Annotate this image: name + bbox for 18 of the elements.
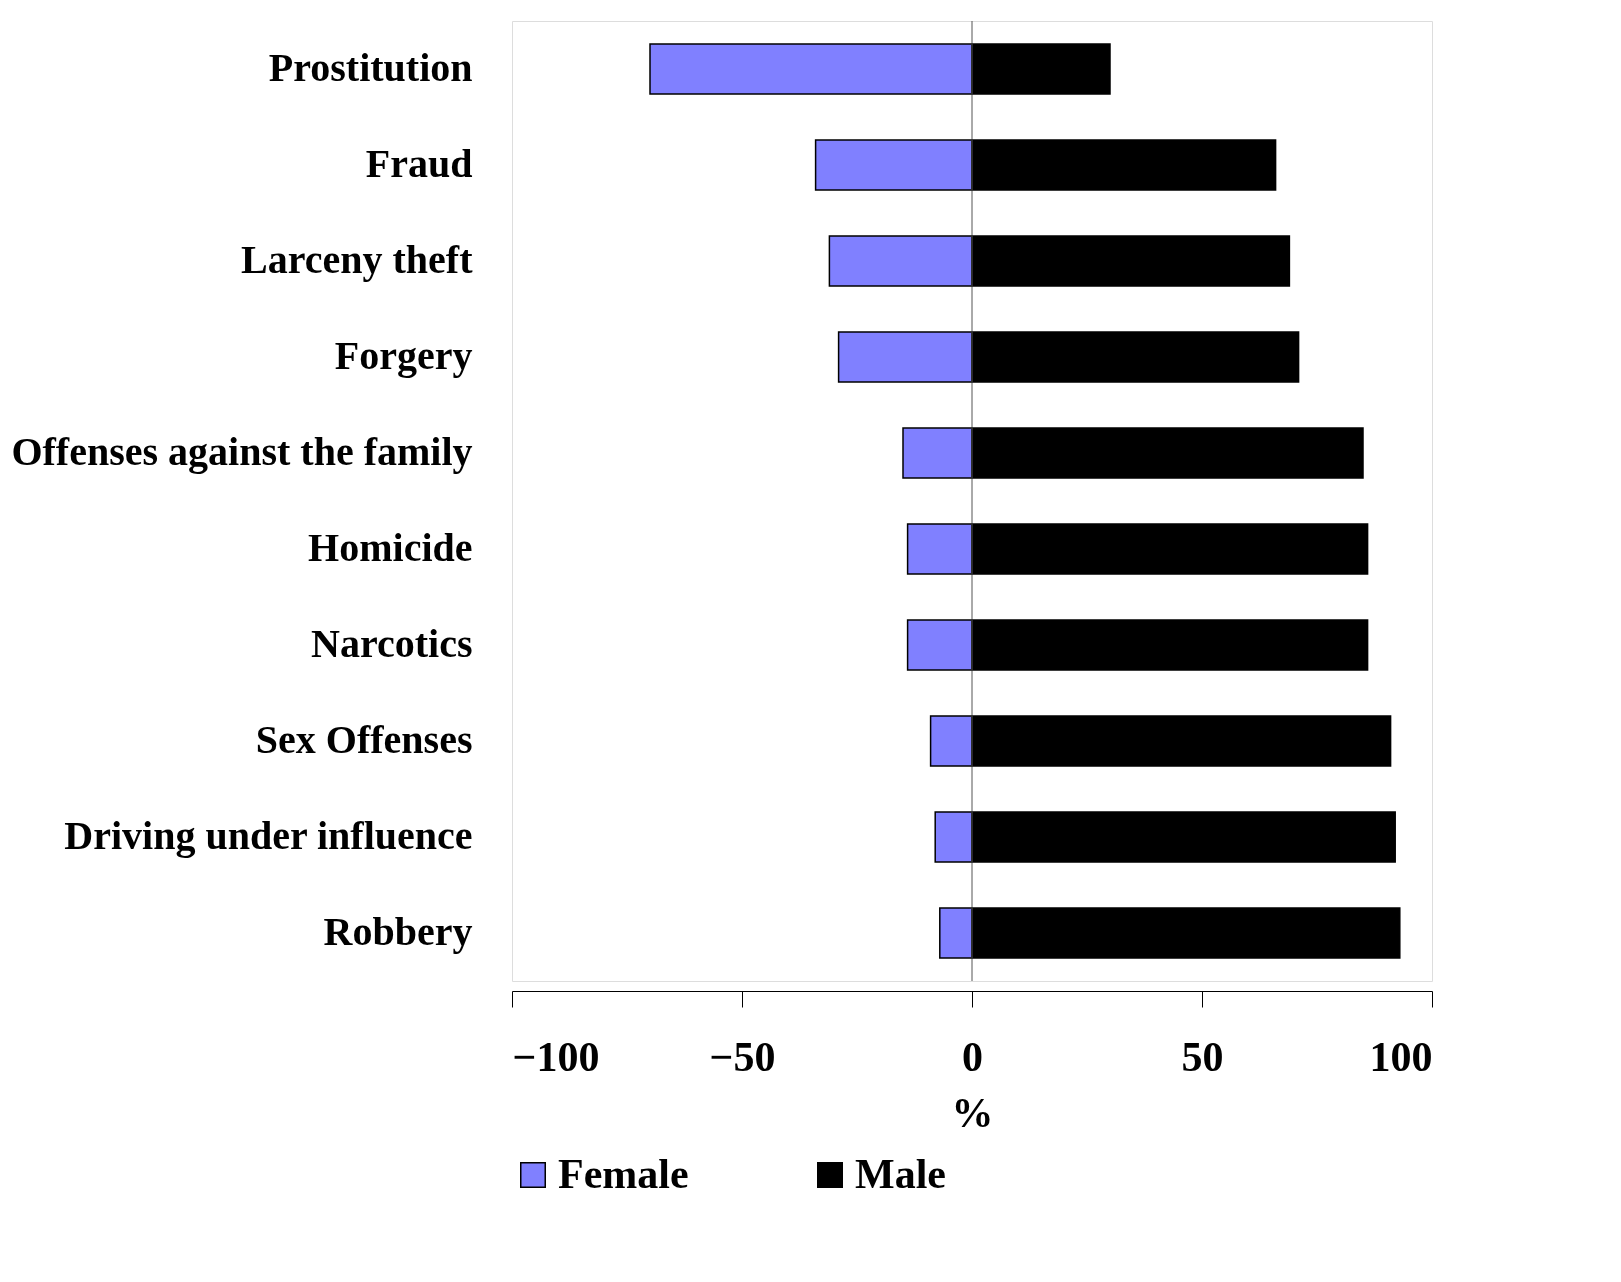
x-tick-label: 0	[962, 1033, 983, 1080]
x-tick-label: 100	[1369, 1033, 1433, 1080]
y-tick-label: Forgery	[334, 333, 473, 378]
y-tick-label: Homicide	[308, 525, 473, 570]
y-tick-label: Driving under influence	[64, 813, 473, 858]
y-tick-label: Larceny theft	[241, 237, 474, 282]
y-tick-label: Prostitution	[268, 45, 473, 90]
legend-label: Male	[855, 1151, 946, 1197]
x-tick-label: −100	[512, 1033, 600, 1080]
y-tick-label: Sex Offenses	[255, 717, 473, 762]
y-tick-label: Offenses against the family	[11, 429, 473, 474]
y-tick-label: Narcotics	[311, 621, 473, 666]
legend-label: Female	[558, 1151, 689, 1197]
y-tick-label: Fraud	[365, 141, 473, 186]
x-tick-label: 50	[1181, 1033, 1224, 1080]
y-tick-label: Robbery	[323, 909, 473, 954]
x-tick-label: −50	[709, 1033, 776, 1080]
x-axis-title: %	[951, 1089, 994, 1136]
